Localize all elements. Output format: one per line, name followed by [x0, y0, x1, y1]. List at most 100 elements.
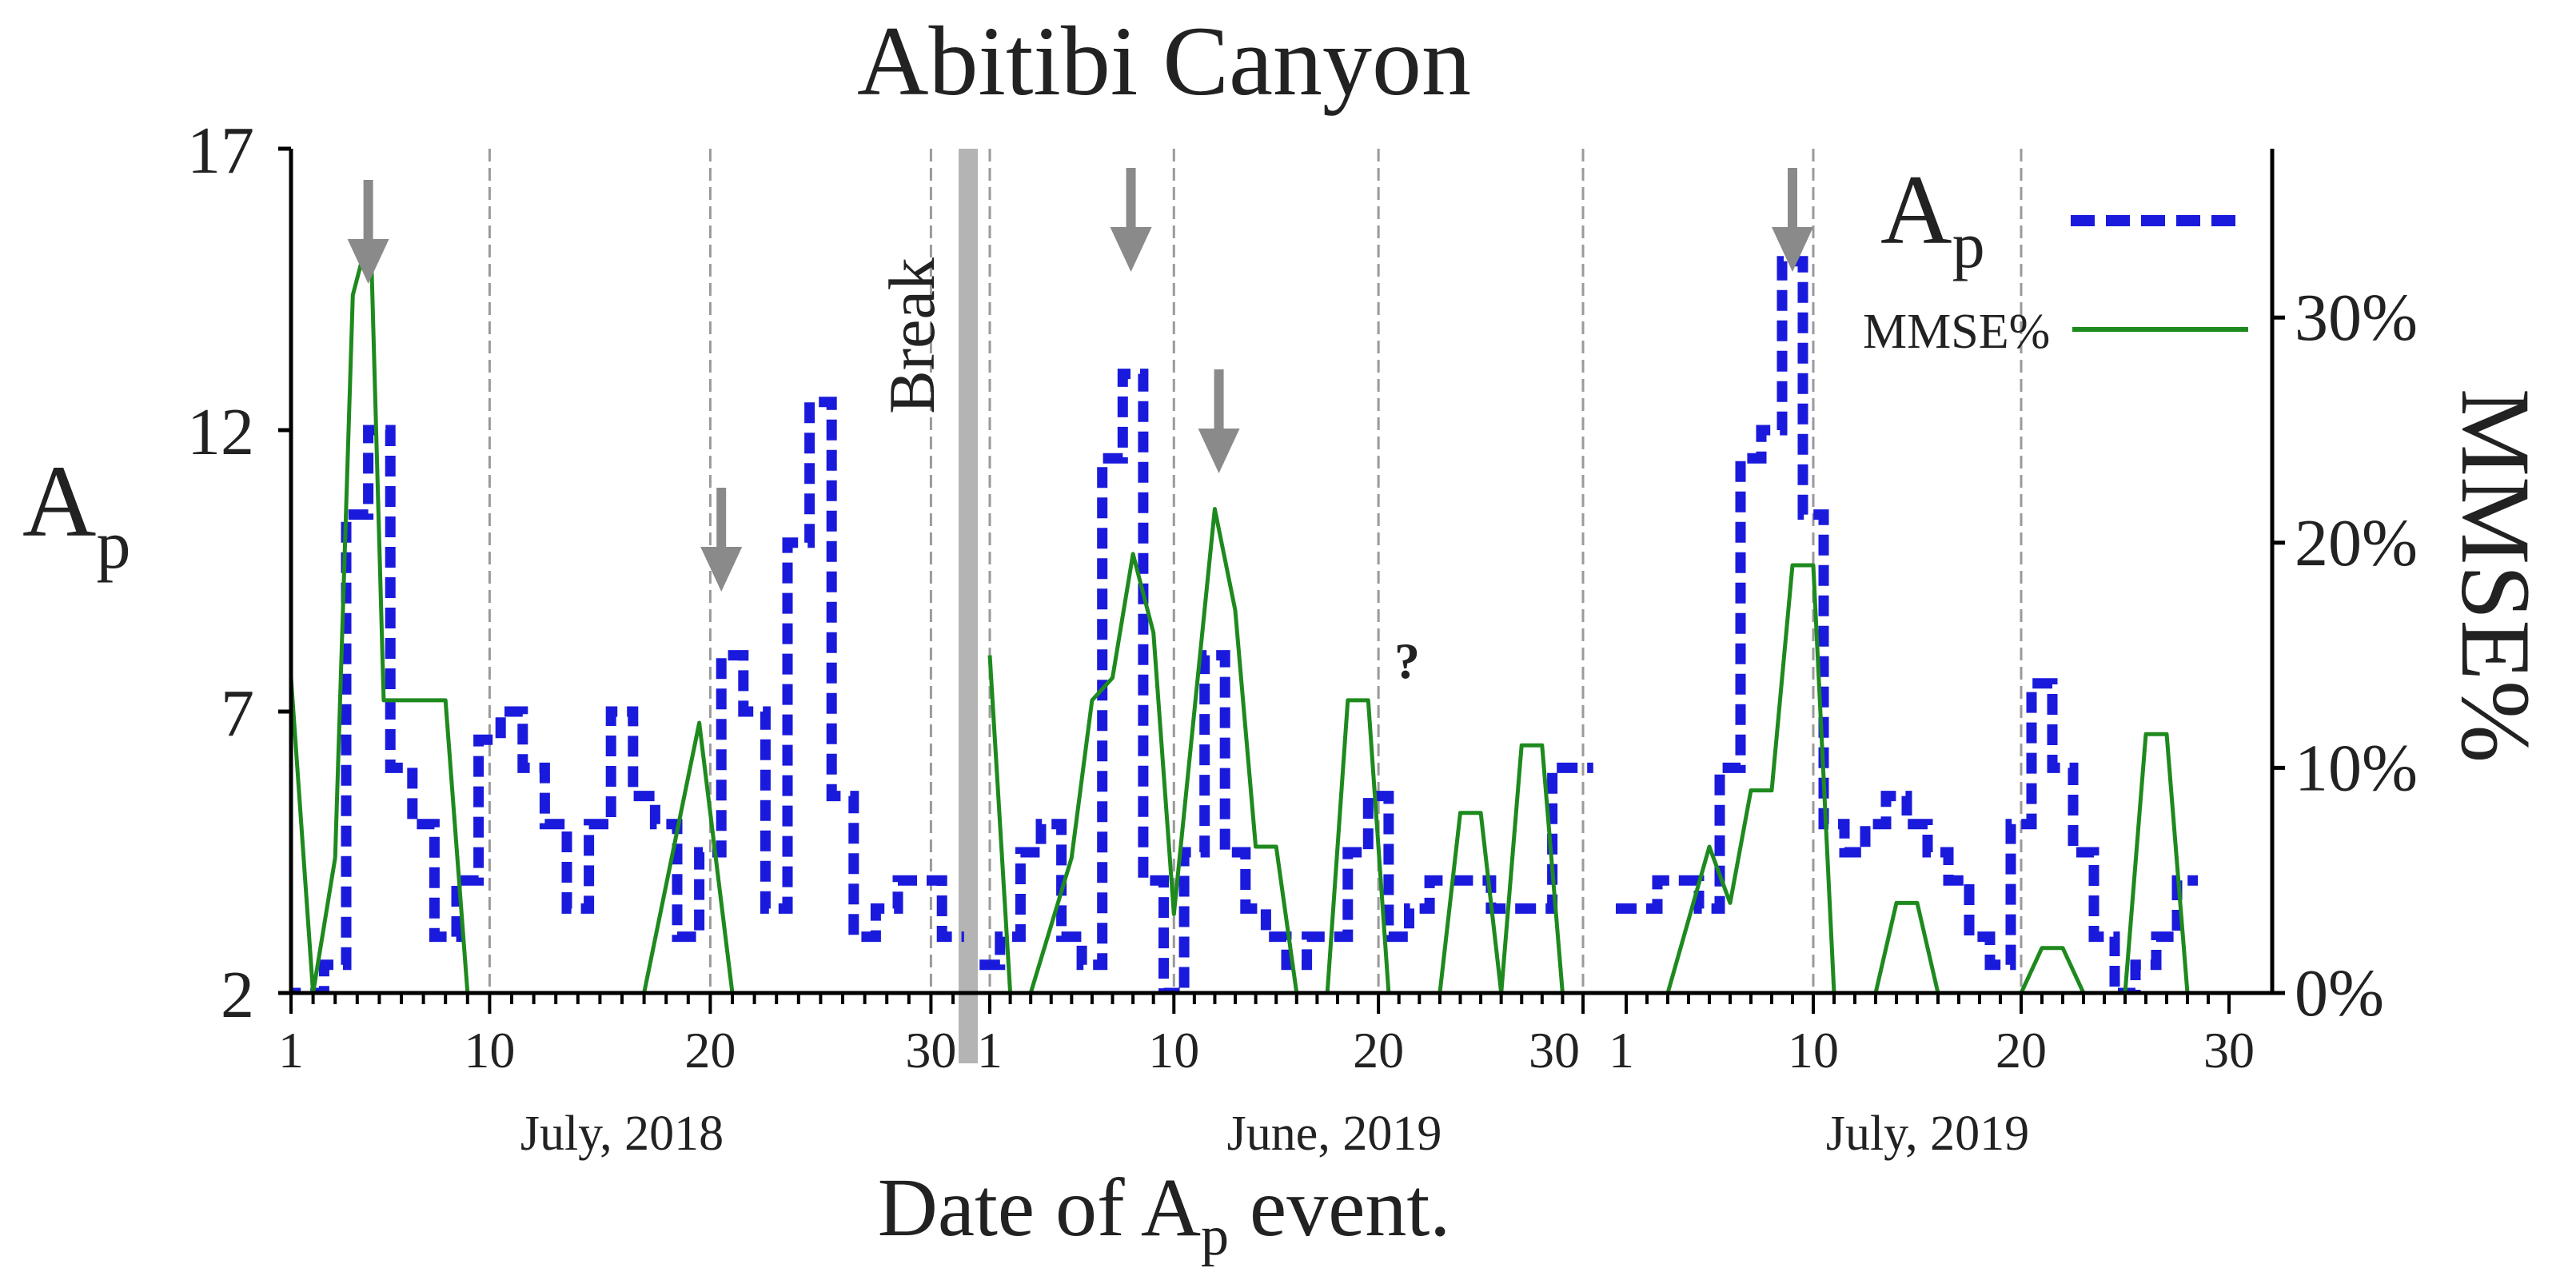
ap-point: [1624, 906, 1629, 911]
mmse-point: [1346, 698, 1350, 703]
ap-point: [1049, 822, 1054, 827]
month-label: July, 2018: [520, 1107, 724, 1161]
legend-mmse-label: MMSE%: [1863, 305, 2050, 359]
series-mmse-line: [291, 225, 887, 993]
ap-point: [1811, 512, 1816, 517]
ap-point: [576, 906, 580, 911]
left-tick-label: 2: [221, 958, 254, 1032]
ap-point: [1560, 765, 1565, 770]
ap-point: [752, 709, 757, 714]
x-tick-label: 30: [1529, 1022, 1580, 1079]
mmse-point: [381, 698, 386, 703]
ap-point: [1478, 878, 1483, 883]
mmse-point: [1915, 900, 1920, 905]
ap-point: [1852, 850, 1857, 855]
mmse-point: [1728, 900, 1733, 905]
ap-point: [1499, 906, 1504, 911]
x-tick-label: 1: [1609, 1022, 1634, 1079]
ap-point: [509, 709, 514, 714]
y-axis-label-main: A: [22, 445, 96, 558]
series-ap-line: [1616, 256, 2198, 993]
legend-ap-label: A: [1880, 155, 1952, 265]
question-mark: ?: [1394, 632, 1420, 689]
left-tick-label: 7: [221, 676, 254, 751]
mmse-point: [2060, 946, 2065, 951]
ap-point: [2019, 822, 2024, 827]
arrow-head: [347, 239, 389, 284]
ap-point: [2143, 963, 2148, 967]
ap-point: [1519, 906, 1524, 911]
mmse-point: [399, 698, 404, 703]
legend-ap-sub: p: [1952, 209, 1985, 281]
x-axis-label-sub: p: [1201, 1206, 1229, 1267]
ap-point: [1314, 935, 1319, 939]
right-tick-label: 20%: [2295, 506, 2418, 580]
event-arrow: [700, 488, 743, 592]
ap-point: [1686, 878, 1691, 883]
ap-point: [1540, 906, 1545, 911]
x-tick-label: 10: [1148, 1022, 1199, 1079]
x-axis-label-suffix: event.: [1229, 1162, 1450, 1254]
left-tick-label: 17: [187, 114, 254, 188]
mmse-point: [421, 698, 426, 703]
ap-point: [1212, 653, 1217, 658]
x-tick-label: 20: [684, 1022, 736, 1079]
right-tick-label: 30%: [2295, 281, 2418, 355]
ap-point: [1873, 822, 1878, 827]
ap-point: [863, 935, 867, 939]
ap-point: [951, 935, 955, 939]
ap-point: [1274, 935, 1278, 939]
mmse-point: [2143, 732, 2148, 736]
mmse-point: [1366, 698, 1370, 703]
arrow-head: [1110, 227, 1152, 272]
x-axis-label-prefix: Date of A: [878, 1162, 1201, 1254]
ap-point: [928, 878, 933, 883]
x-tick-label: 10: [1788, 1022, 1839, 1079]
ap-point: [1069, 935, 1074, 939]
ap-point: [2164, 935, 2169, 939]
mmse-point: [1090, 698, 1095, 703]
ap-point: [597, 822, 602, 827]
ap-point: [1832, 822, 1836, 827]
ap-point: [664, 822, 668, 827]
ap-point: [1894, 794, 1899, 799]
ap-point: [1335, 935, 1340, 939]
ap-point: [1915, 822, 1920, 827]
ap-point: [1111, 456, 1115, 461]
ap-point: [2040, 681, 2044, 686]
event-arrows: [347, 168, 1813, 592]
break-label: Break: [875, 257, 948, 414]
mmse-point: [1151, 630, 1156, 635]
mmse-point: [2040, 946, 2044, 951]
series-layer: [291, 225, 2198, 993]
ap-point: [907, 878, 911, 883]
ap-point: [2185, 878, 2190, 883]
legend: Ap MMSE%: [1863, 155, 2248, 359]
y-axis-label-sub: p: [96, 506, 130, 583]
right-ticks: 0% 10% 20% 30%: [2272, 281, 2418, 1031]
ap-point: [620, 709, 624, 714]
left-tick-label: 12: [187, 395, 254, 469]
ap-point: [1090, 963, 1095, 967]
ap-point: [2081, 850, 2086, 855]
series-mmse-line: [2019, 732, 2190, 993]
ap-point: [1028, 850, 1033, 855]
mmse-point: [1069, 855, 1074, 860]
ap-point: [1769, 428, 1774, 433]
ap-point: [1581, 765, 1585, 770]
svg-text:Ap: Ap: [22, 445, 130, 583]
x-axis-label: Date of Ap event.: [878, 1162, 1451, 1267]
mmse-point: [1254, 844, 1258, 849]
mmse-point: [1111, 676, 1115, 680]
ap-point: [2060, 765, 2065, 770]
event-arrow: [1198, 369, 1240, 473]
mmse-point: [1519, 743, 1524, 748]
ap-point: [1397, 935, 1402, 939]
arrow-head: [1772, 227, 1813, 272]
ap-point: [1936, 850, 1940, 855]
y2-axis-label: MMSE%: [2441, 389, 2550, 764]
event-arrow: [1772, 168, 1813, 272]
ap-point: [1707, 906, 1712, 911]
mmse-point: [1790, 563, 1795, 568]
mmse-point: [1811, 563, 1816, 568]
